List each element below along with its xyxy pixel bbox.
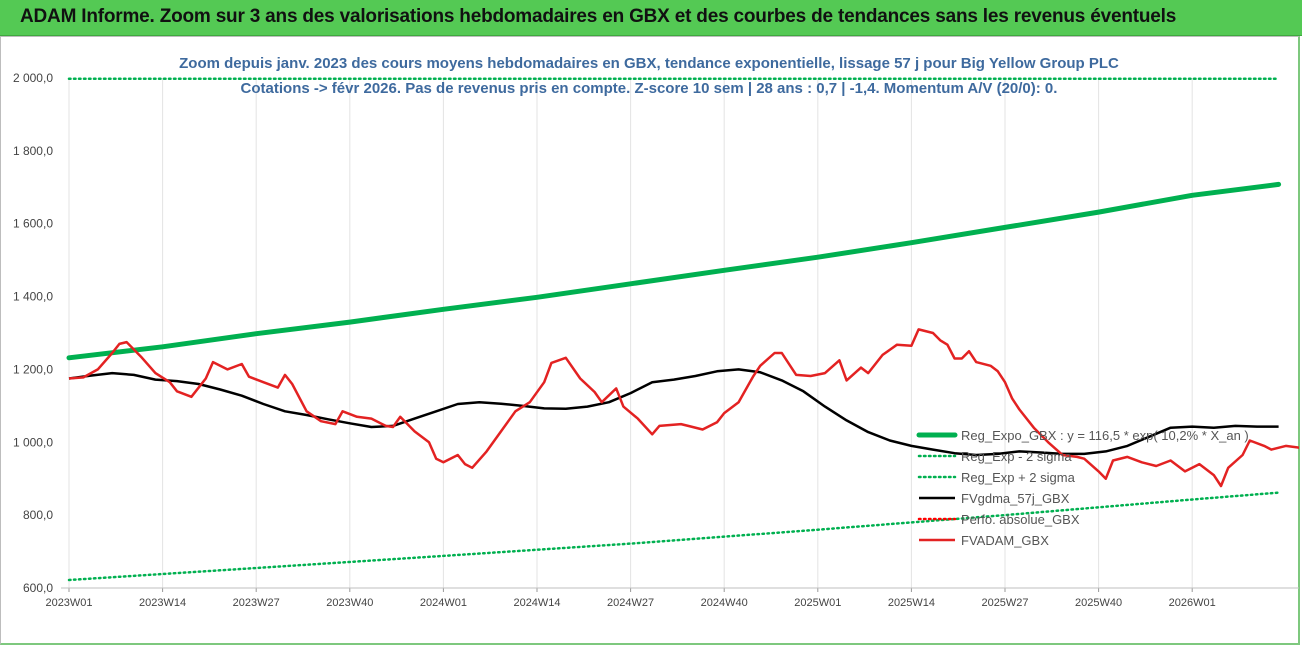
y-tick-label: 1 800,0	[13, 144, 53, 158]
y-tick-label: 1 400,0	[13, 290, 53, 304]
legend-label: FVADAM_GBX	[961, 533, 1049, 548]
line-chart: 600,0 800,0 1 000,0 1 200,0 1 400,0 1 600,0 1 …	[13, 55, 1299, 609]
y-tick-label: 2 000,0	[13, 71, 53, 85]
x-tick-label: 2026W01	[1169, 597, 1216, 609]
x-tick-label: 2024W40	[701, 597, 748, 609]
x-tick-label: 2025W40	[1075, 597, 1122, 609]
x-tick-label: 2025W14	[888, 597, 935, 609]
x-tick-label: 2024W14	[513, 597, 560, 609]
chart-legend: Reg_Expo_GBX : y = 116,5 * exp( 10,2% * …	[916, 428, 1249, 548]
series-reg-expo-gbx-y-116-5-exp-10-2-x-an	[66, 181, 1282, 361]
series-reg-exp-2-sigma	[67, 491, 1280, 582]
y-tick-label: 1 200,0	[13, 362, 53, 376]
y-tick-label: 800,0	[23, 508, 53, 522]
legend-label: FVgdma_57j_GBX	[961, 491, 1070, 506]
x-tick-label: 2023W01	[45, 597, 92, 609]
x-tick-label: 2023W40	[326, 597, 373, 609]
x-tick-label: 2023W27	[233, 597, 280, 609]
x-tick-label: 2024W01	[420, 597, 467, 609]
y-tick-label: 600,0	[23, 581, 53, 595]
chart-series	[66, 77, 1299, 582]
series-fvgdma-57j-gbx	[68, 368, 1279, 457]
y-axis-ticks: 600,0 800,0 1 000,0 1 200,0 1 400,0 1 600,0 1 …	[13, 71, 53, 595]
series-fvadam-gbx	[68, 328, 1299, 488]
x-tick-label: 2024W27	[607, 597, 654, 609]
chart-subtitle: Cotations -> févr 2026. Pas de revenus p…	[241, 80, 1058, 97]
y-tick-label: 1 000,0	[13, 435, 53, 449]
report-banner: ADAM Informe. Zoom sur 3 ans des valoris…	[0, 0, 1302, 36]
x-axis-ticks: 2023W01 2023W14 2023W27 2023W40 2024W01 2024W…	[45, 588, 1216, 609]
chart-grid	[68, 78, 1193, 588]
y-tick-label: 1 600,0	[13, 217, 53, 231]
legend-label: Reg_Expo_GBX : y = 116,5 * exp( 10,2% * …	[961, 428, 1249, 443]
report-title: ADAM Informe. Zoom sur 3 ans des valoris…	[20, 6, 1177, 27]
x-tick-label: 2025W27	[981, 597, 1028, 609]
chart-title: Zoom depuis janv. 2023 des cours moyens …	[179, 55, 1119, 72]
x-tick-label: 2023W14	[139, 597, 186, 609]
x-tick-label: 2025W01	[794, 597, 841, 609]
legend-label: Reg_Exp - 2 sigma	[961, 449, 1072, 464]
legend-label: Reg_Exp + 2 sigma	[961, 470, 1076, 485]
legend-label: Perfo. absolue_GBX	[961, 512, 1080, 527]
chart-frame: 600,0 800,0 1 000,0 1 200,0 1 400,0 1 600,0 1 …	[0, 36, 1300, 645]
